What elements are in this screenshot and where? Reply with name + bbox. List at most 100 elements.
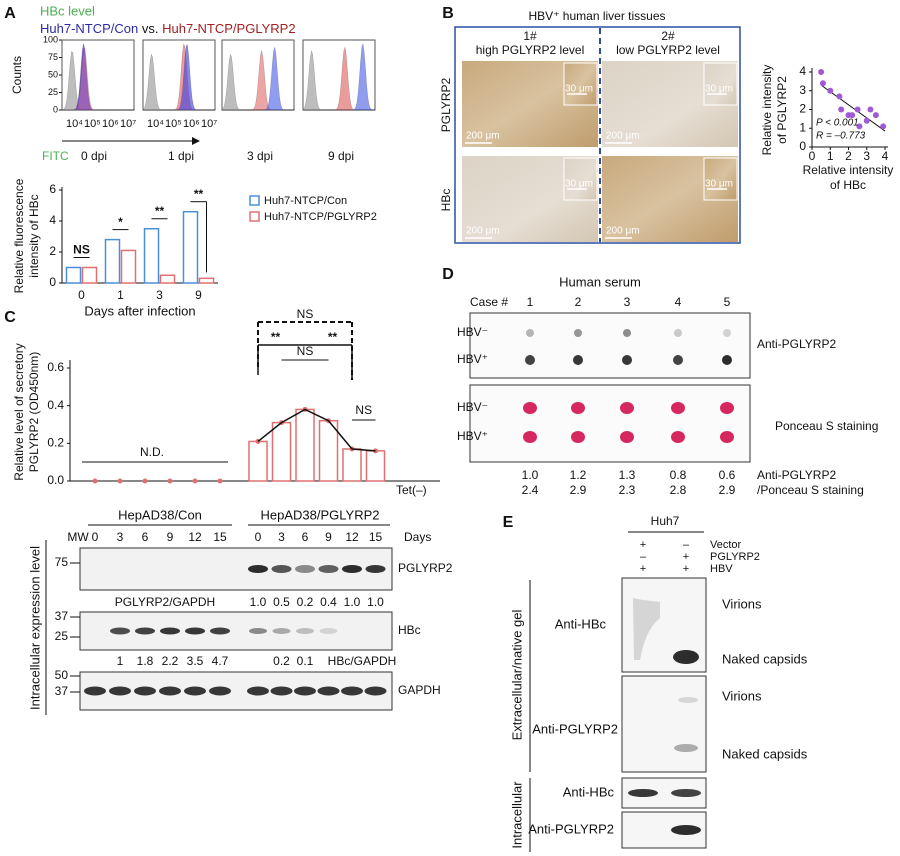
- scale-label: 200 μm: [466, 226, 500, 237]
- protein-label: PGLYRP2: [398, 561, 453, 575]
- axis-label: of HBc: [830, 178, 866, 192]
- ratio-value: 2.9: [570, 483, 587, 497]
- day-label: 6: [142, 530, 149, 544]
- scale-label: 30 μm: [705, 179, 733, 190]
- blot: [79, 547, 393, 591]
- legend-swatch: [249, 211, 260, 222]
- ratio-label: PGLYRP2/GAPDH: [115, 595, 215, 609]
- condition: Vector: [710, 539, 742, 551]
- scatter-point: [818, 69, 825, 75]
- day-label: 12: [345, 530, 359, 544]
- side-label: Intracellular expression level: [27, 546, 42, 710]
- band: [134, 686, 156, 696]
- ratio-value: 2.3: [619, 483, 636, 497]
- y-tick-label: 6: [49, 182, 56, 196]
- case-number: 2: [575, 295, 582, 309]
- x-tick-label: 3: [156, 288, 163, 302]
- scatter-point: [880, 123, 887, 130]
- key-text: vs.: [142, 21, 159, 36]
- x-tick-label: 9: [195, 288, 202, 302]
- scale-label: 200 μm: [606, 131, 640, 142]
- bar: [342, 448, 362, 482]
- histogram-peak: [62, 43, 134, 111]
- dot: [722, 355, 732, 365]
- tissue-frame: [454, 26, 741, 244]
- smear: [633, 598, 660, 660]
- bar: [365, 450, 386, 482]
- ratio-value: 0.2: [297, 595, 314, 609]
- significance: NS: [73, 243, 90, 257]
- x-tick-label: 10⁴: [66, 118, 83, 130]
- band: [184, 686, 206, 696]
- band-label: Virions: [722, 596, 762, 611]
- column-id: 1#: [523, 29, 537, 43]
- blot-label: Ponceau S staining: [775, 419, 878, 433]
- band: [364, 686, 387, 696]
- day-label: Days: [404, 530, 431, 544]
- x-tick-label: 1: [117, 288, 124, 302]
- sign: +: [683, 551, 689, 563]
- x-tick-label: 10⁷: [201, 118, 217, 130]
- row-label: PGLYRP2: [439, 77, 453, 132]
- ratio-value: 2.4: [522, 483, 539, 497]
- case-number: 1: [527, 295, 534, 309]
- stat: P < 0.001: [816, 118, 859, 129]
- case-number: 5: [724, 295, 731, 309]
- day-label: 0: [92, 530, 99, 544]
- y-tick-label: 50: [48, 69, 58, 79]
- dot: [671, 402, 685, 414]
- y-tick-label: 0.0: [47, 473, 64, 487]
- timepoint-label: 9 dpi: [328, 149, 354, 163]
- x-tick-label: 10⁶: [183, 118, 200, 130]
- band: [673, 650, 699, 664]
- dot: [523, 431, 537, 443]
- band: [135, 627, 155, 635]
- row-label: HBc: [439, 189, 453, 212]
- row-label: HBV⁺: [457, 352, 488, 366]
- band-label: Naked capsids: [722, 746, 808, 761]
- significance: **: [271, 330, 281, 344]
- ratio-label: Anti-PGLYRP2: [757, 468, 836, 482]
- day-label: 12: [188, 530, 202, 544]
- dot: [623, 329, 631, 337]
- band: [671, 825, 701, 835]
- significance: NS: [355, 403, 372, 417]
- significance: NS: [297, 307, 314, 321]
- y-tick-label: 0: [799, 139, 806, 153]
- panel-label: E: [503, 514, 514, 531]
- band: [341, 686, 363, 696]
- panel-title: HBV⁺ human liver tissues: [528, 9, 665, 23]
- ratio-value: 3.5: [187, 654, 204, 668]
- scatter-point: [854, 106, 861, 113]
- band: [674, 744, 698, 752]
- axis-label: intensity of HBc: [27, 194, 41, 277]
- ratio-value: 1.0: [522, 468, 539, 482]
- column-desc: high PGLYRP2 level: [476, 43, 585, 57]
- tissue-inset: [703, 157, 738, 201]
- y-tick-label: 2: [799, 102, 806, 116]
- band: [270, 686, 293, 696]
- ratio-value: 0.6: [719, 468, 736, 482]
- side-label: Intracellular: [509, 781, 524, 849]
- timepoint-label: 0 dpi: [81, 149, 107, 163]
- ratio-value: 0.8: [670, 468, 687, 482]
- x-tick-label: 4: [882, 149, 889, 163]
- y-tick-label: 25: [48, 87, 58, 97]
- bar-mean: [92, 478, 98, 484]
- sign: –: [640, 551, 647, 563]
- band: [247, 686, 269, 696]
- sign: +: [683, 563, 689, 575]
- antibody-label: Anti-PGLYRP2: [532, 721, 618, 736]
- significance: **: [328, 330, 338, 344]
- dot: [723, 329, 731, 337]
- bar-mean: [167, 478, 173, 484]
- ratio-value: 4.7: [212, 654, 229, 668]
- scatter-point: [856, 123, 863, 130]
- bar: [271, 421, 292, 482]
- column-desc: low PGLYRP2 level: [616, 43, 720, 57]
- blot-label: Anti-PGLYRP2: [757, 337, 836, 351]
- bar-mean: [117, 478, 123, 484]
- bar: [198, 277, 215, 284]
- x-tick-label: 10⁵: [165, 118, 182, 130]
